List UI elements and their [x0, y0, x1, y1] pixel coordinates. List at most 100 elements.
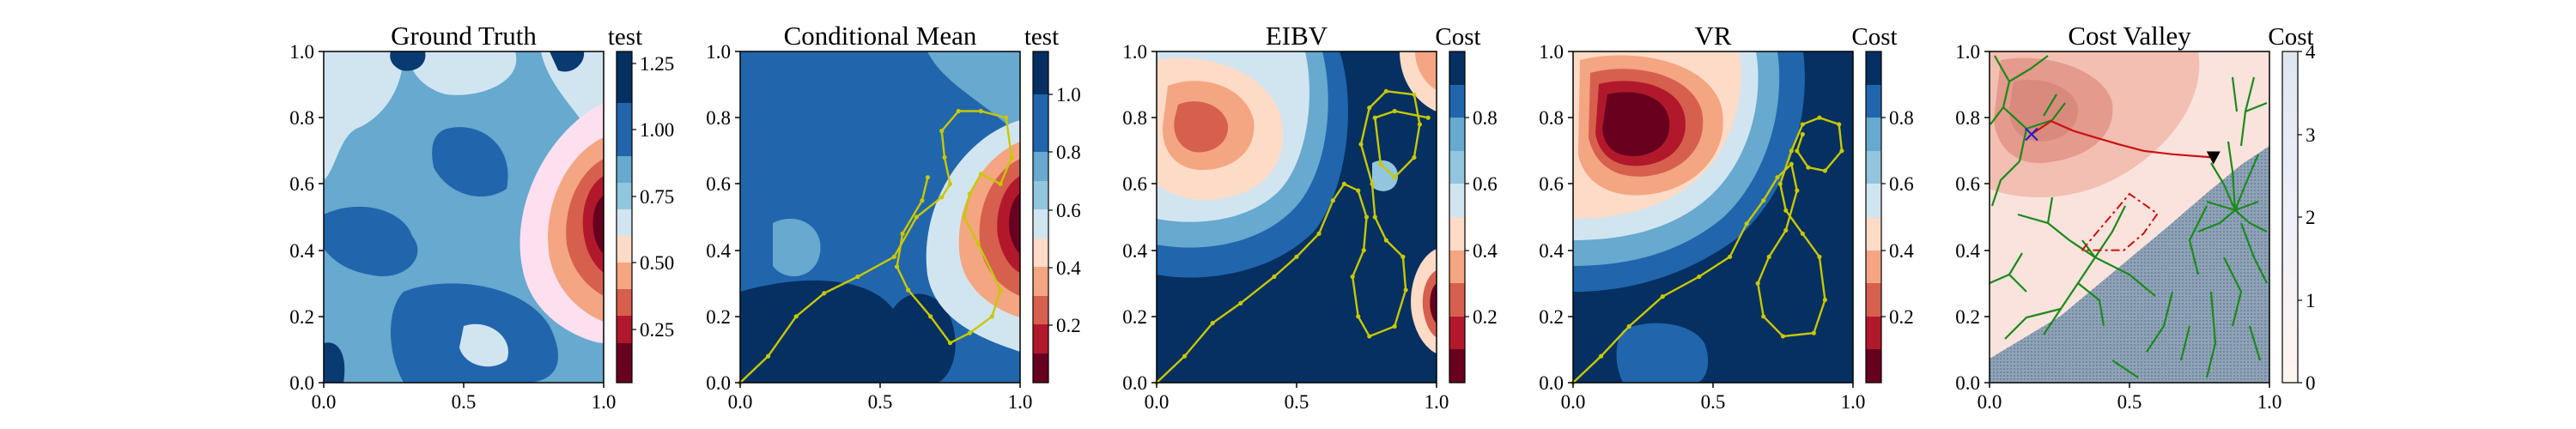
x-tick-label: 1.0: [592, 391, 617, 413]
waypoint: [1009, 154, 1014, 160]
waypoint: [1383, 238, 1388, 243]
waypoint: [1800, 122, 1805, 127]
waypoint: [942, 154, 947, 160]
waypoint: [998, 181, 1003, 186]
axis-ticks: [1984, 51, 2270, 388]
waypoint: [1817, 115, 1822, 120]
y-tick-label: 0.0: [289, 372, 314, 394]
colorbar-tick-label: 0.2: [1473, 306, 1498, 328]
waypoint: [1425, 115, 1431, 120]
waypoint: [1789, 148, 1794, 154]
colorbar-tick-label: 0.8: [1473, 107, 1498, 129]
waypoint: [1350, 274, 1355, 280]
y-tick-label: 0.2: [289, 306, 314, 328]
waypoint: [1392, 108, 1397, 114]
y-tick-label: 0.8: [706, 107, 731, 129]
panel-vr: VR 0.0 0.5 1.0 0.0 0.2 0.4 0.6 0.8 1.0: [1539, 21, 1914, 413]
waypoint: [855, 274, 860, 280]
x-tick-label: 0.0: [1978, 391, 2002, 413]
x-tick-label: 1.0: [2257, 391, 2282, 413]
x-tick-label: 1.0: [1008, 391, 1033, 413]
waypoint: [1599, 353, 1604, 359]
y-tick-label: 1.0: [706, 41, 731, 63]
waypoint: [1341, 181, 1347, 186]
axis-ticks: [735, 51, 1021, 388]
y-tick-label: 0.0: [1122, 372, 1147, 394]
waypoint: [1392, 175, 1397, 180]
y-tick-label: 0.2: [1122, 306, 1147, 328]
waypoint: [1806, 165, 1811, 170]
waypoint: [1822, 168, 1827, 173]
colorbar-label: Cost: [1435, 23, 1480, 51]
waypoint: [998, 287, 1003, 293]
waypoint: [1795, 188, 1800, 193]
waypoint: [914, 214, 919, 220]
y-tick-label: 1.0: [1122, 41, 1147, 63]
y-tick-label: 0.8: [1122, 107, 1147, 129]
colorbar-tick-label: 0.4: [1889, 240, 1914, 262]
x-tick-label: 0.5: [452, 391, 477, 413]
waypoint: [1795, 148, 1800, 154]
y-tick-label: 0.4: [706, 240, 731, 262]
waypoint: [1777, 181, 1783, 186]
panel-eibv: EIBV 0.0 0.5 1.0 0.0 0.2 0.4 0: [1122, 21, 1498, 413]
waypoint: [939, 195, 945, 200]
waypoint: [1378, 161, 1383, 166]
colorbar-tick-label: 0.4: [1473, 240, 1498, 262]
colorbar-label: Cost: [1851, 23, 1897, 51]
waypoint: [1761, 314, 1766, 319]
waypoint: [1800, 131, 1805, 137]
waypoint: [1370, 181, 1375, 186]
waypoint: [1775, 175, 1780, 180]
rrt-tree: [1990, 55, 2268, 378]
waypoint: [1316, 231, 1321, 236]
waypoint: [1817, 254, 1822, 259]
y-tick-label: 0.0: [1955, 372, 1980, 394]
colorbar-tick-label: 1.0: [1056, 84, 1081, 106]
colorbar-label: test: [1024, 23, 1059, 51]
waypoint: [1417, 122, 1423, 127]
waypoint: [956, 108, 961, 114]
y-tick-label: 0.2: [1955, 306, 1980, 328]
colorbar-tick-label: 1.25: [640, 53, 674, 75]
waypoint: [1761, 198, 1766, 203]
waypoint: [1361, 248, 1366, 253]
colorbar-tick-label: 0.6: [1056, 200, 1081, 221]
colorbar-tick-label: 3: [2306, 124, 2316, 146]
x-tick-label: 0.0: [728, 391, 753, 413]
x-tick-label: 0.0: [1145, 391, 1170, 413]
waypoint: [1372, 115, 1377, 120]
colorbar-tick-label: 4: [2306, 41, 2316, 63]
waypoint: [1783, 208, 1789, 213]
waypoint: [766, 353, 771, 359]
waypoint: [1811, 330, 1816, 335]
waypoint: [1755, 281, 1760, 286]
waypoint: [1837, 122, 1842, 127]
heatmap-field: [1990, 51, 2269, 383]
waypoint: [928, 314, 933, 319]
waypoint: [900, 231, 905, 236]
waypoint: [1356, 314, 1361, 319]
heatmap-field: [1157, 51, 1437, 383]
chart-title: Conditional Mean: [784, 21, 977, 51]
waypoint: [1403, 287, 1408, 293]
waypoint: [1182, 353, 1188, 359]
waypoint: [894, 264, 900, 269]
waypoint: [1372, 214, 1377, 220]
waypoint: [1822, 297, 1827, 303]
colorbar: 0.2 0.4 0.6 0.8 Cost: [1435, 23, 1498, 384]
waypoint: [1272, 274, 1277, 280]
waypoint: [1400, 254, 1406, 259]
colorbar-tick-label: 1.00: [640, 119, 674, 141]
panel-conditional-mean: Conditional Mean 0.0 0.5 1.0 0.0 0.2 0.4…: [706, 21, 1081, 413]
colorbar-tick-label: 1: [2306, 290, 2316, 311]
colorbar-tick-label: 0.6: [1473, 173, 1498, 195]
x-tick-label: 0.0: [1561, 391, 1586, 413]
x-tick-label: 0.5: [868, 391, 893, 413]
colorbar-tick-label: 0.50: [640, 252, 674, 274]
waypoint: [1697, 274, 1702, 280]
heatmap-field: [1573, 51, 1853, 383]
colorbar-tick-label: 0.8: [1056, 142, 1081, 163]
y-tick-label: 0.4: [1539, 240, 1564, 262]
